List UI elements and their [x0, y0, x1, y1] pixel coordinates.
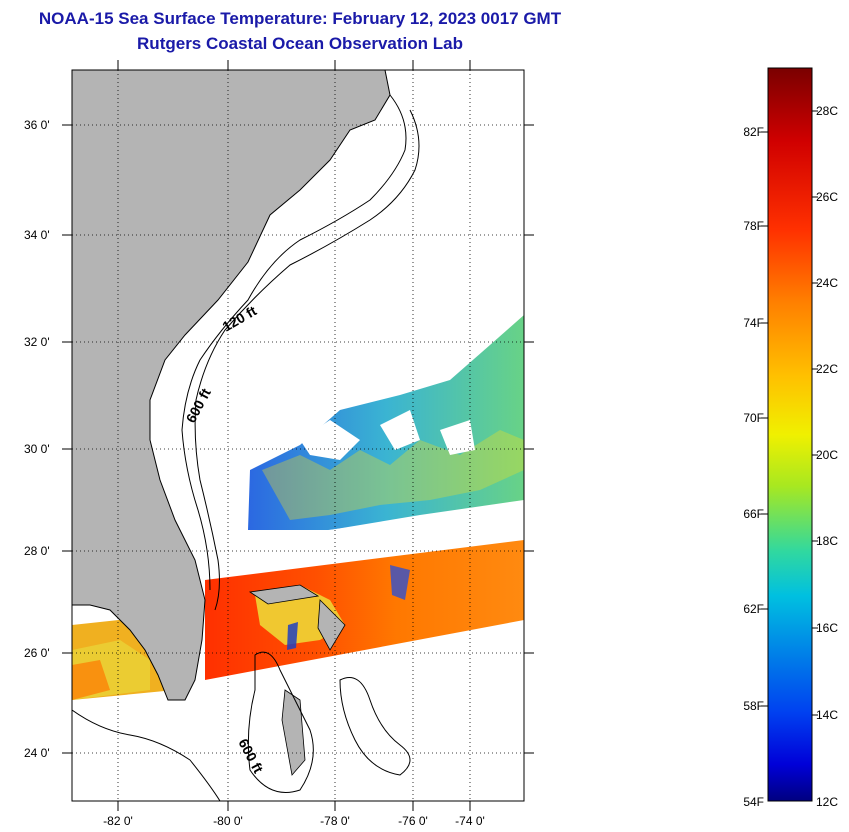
land-bahamas-abaco — [317, 599, 346, 651]
lon-label-76: -76 0' — [398, 814, 428, 828]
colorbar-c-24: 24C — [816, 276, 838, 290]
sst-swath-south — [72, 540, 524, 700]
colorbar-f-78: 78F — [743, 219, 764, 233]
map-subtitle: Rutgers Coastal Ocean Observation Lab — [137, 34, 463, 53]
colorbar-c-20: 20C — [816, 448, 838, 462]
temperature-colorbar — [767, 67, 813, 802]
colorbar-ticks — [761, 110, 818, 716]
map-title: NOAA-15 Sea Surface Temperature: Februar… — [38, 9, 562, 28]
map-frame — [71, 69, 525, 802]
lat-label-32: 32 0' — [24, 335, 50, 349]
colorbar-c-14: 14C — [816, 708, 838, 722]
colorbar-f-66: 66F — [743, 507, 764, 521]
lon-label-78: -78 0' — [320, 814, 350, 828]
lat-label-28: 28 0' — [24, 544, 50, 558]
map-ticks — [62, 60, 534, 811]
colorbar-f-54: 54F — [743, 795, 764, 809]
land-mainland — [72, 70, 391, 701]
colorbar-c-12: 12C — [816, 795, 838, 809]
lon-label-82: -82 0' — [103, 814, 133, 828]
colorbar-f-62: 62F — [743, 602, 764, 616]
colorbar-f-74: 74F — [743, 316, 764, 330]
land-bahamas-andros — [281, 689, 306, 776]
bathymetry-contours — [72, 94, 420, 801]
lat-label-30: 30 0' — [24, 442, 50, 456]
lat-label-26: 26 0' — [24, 646, 50, 660]
lon-label-80: -80 0' — [213, 814, 243, 828]
colorbar-f-58: 58F — [743, 699, 764, 713]
lat-label-34: 34 0' — [24, 228, 50, 242]
lat-label-24: 24 0' — [24, 746, 50, 760]
colorbar-f-82: 82F — [743, 125, 764, 139]
colorbar-c-22: 22C — [816, 362, 838, 376]
colorbar-f-70: 70F — [743, 411, 764, 425]
colorbar-c-18: 18C — [816, 534, 838, 548]
sst-swath-north — [248, 315, 524, 562]
colorbar-c-28: 28C — [816, 104, 838, 118]
lon-label-74: -74 0' — [455, 814, 485, 828]
land-bahamas-grand — [248, 584, 320, 605]
colorbar-c-26: 26C — [816, 190, 838, 204]
colorbar-c-16: 16C — [816, 621, 838, 635]
map-grid — [72, 70, 524, 801]
lat-label-36: 36 0' — [24, 118, 50, 132]
